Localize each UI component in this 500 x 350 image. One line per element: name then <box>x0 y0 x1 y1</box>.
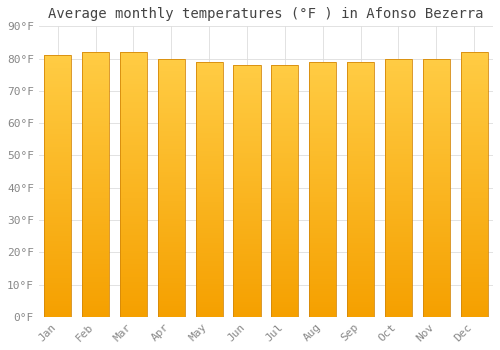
Bar <box>196 62 223 317</box>
Bar <box>120 52 147 317</box>
Bar <box>422 58 450 317</box>
Bar <box>460 52 488 317</box>
Bar <box>309 62 336 317</box>
Bar <box>385 58 412 317</box>
Bar <box>271 65 298 317</box>
Bar <box>158 58 185 317</box>
Title: Average monthly temperatures (°F ) in Afonso Bezerra: Average monthly temperatures (°F ) in Af… <box>48 7 484 21</box>
Bar <box>347 62 374 317</box>
Bar <box>82 52 109 317</box>
Bar <box>44 55 72 317</box>
Bar <box>234 65 260 317</box>
